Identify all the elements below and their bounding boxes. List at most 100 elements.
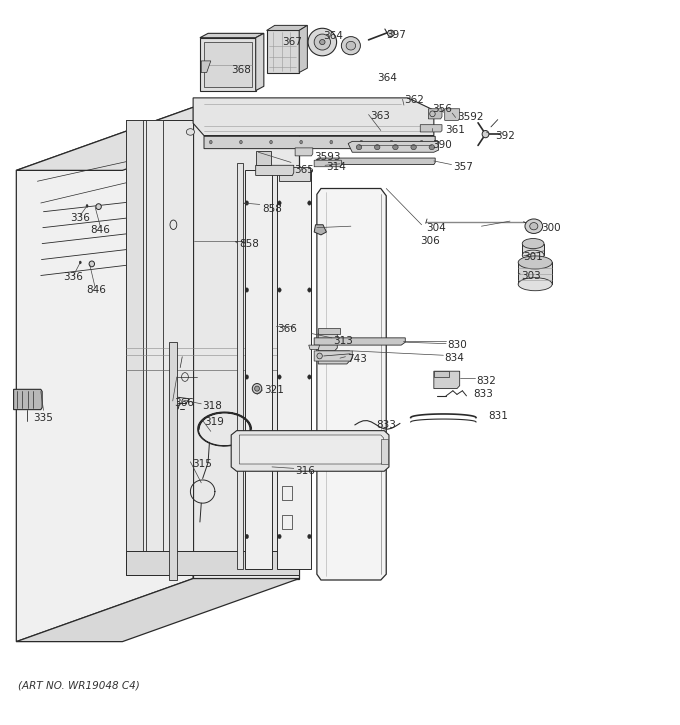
Ellipse shape <box>393 145 398 150</box>
Ellipse shape <box>300 141 303 144</box>
Polygon shape <box>522 244 544 255</box>
Ellipse shape <box>277 288 281 292</box>
Polygon shape <box>204 136 435 149</box>
Ellipse shape <box>518 278 552 291</box>
Text: 316: 316 <box>295 466 315 476</box>
Ellipse shape <box>277 534 281 539</box>
Text: 364: 364 <box>377 72 397 83</box>
Text: 397: 397 <box>386 30 406 40</box>
Ellipse shape <box>420 141 423 144</box>
Text: 833: 833 <box>473 389 493 399</box>
Ellipse shape <box>270 141 273 144</box>
Ellipse shape <box>245 462 249 466</box>
Text: 336: 336 <box>70 212 90 223</box>
Text: 3592: 3592 <box>457 112 483 123</box>
Ellipse shape <box>255 386 260 392</box>
Text: 304: 304 <box>426 223 445 233</box>
Polygon shape <box>126 551 299 575</box>
Ellipse shape <box>518 256 552 269</box>
Polygon shape <box>239 435 384 464</box>
Polygon shape <box>309 345 320 349</box>
Text: 335: 335 <box>33 413 54 423</box>
Text: 306: 306 <box>420 236 440 247</box>
Text: 336: 336 <box>63 272 84 282</box>
Text: 318: 318 <box>203 401 222 411</box>
Polygon shape <box>314 160 341 167</box>
Ellipse shape <box>317 353 322 359</box>
Ellipse shape <box>186 129 194 136</box>
Ellipse shape <box>375 145 380 150</box>
Polygon shape <box>200 38 256 91</box>
Text: 361: 361 <box>445 125 464 135</box>
Ellipse shape <box>522 239 544 249</box>
Text: 392: 392 <box>495 130 515 141</box>
Ellipse shape <box>86 204 88 207</box>
Text: 313: 313 <box>333 336 353 346</box>
Polygon shape <box>348 141 439 152</box>
Ellipse shape <box>530 223 538 230</box>
Polygon shape <box>314 338 405 345</box>
Ellipse shape <box>482 130 489 138</box>
Ellipse shape <box>245 375 249 379</box>
Ellipse shape <box>360 141 362 144</box>
Polygon shape <box>204 42 252 87</box>
Ellipse shape <box>89 261 95 267</box>
Ellipse shape <box>522 250 544 260</box>
Text: 357: 357 <box>453 162 473 172</box>
Ellipse shape <box>390 141 393 144</box>
Polygon shape <box>420 125 442 132</box>
Ellipse shape <box>411 145 416 150</box>
Polygon shape <box>381 439 388 464</box>
Polygon shape <box>126 120 143 575</box>
Ellipse shape <box>320 40 325 45</box>
Polygon shape <box>16 107 193 642</box>
Ellipse shape <box>245 288 249 292</box>
Text: (ART NO. WR19048 C4): (ART NO. WR19048 C4) <box>18 681 140 691</box>
Ellipse shape <box>330 141 333 144</box>
Ellipse shape <box>525 219 543 233</box>
Text: 364: 364 <box>323 31 343 41</box>
Polygon shape <box>193 98 434 136</box>
Polygon shape <box>434 371 460 389</box>
Polygon shape <box>200 33 264 38</box>
Text: 743: 743 <box>347 354 367 364</box>
Ellipse shape <box>346 41 356 50</box>
Ellipse shape <box>245 201 249 205</box>
Polygon shape <box>277 170 311 569</box>
Polygon shape <box>317 158 435 165</box>
Ellipse shape <box>308 28 337 56</box>
Text: 831: 831 <box>488 411 508 421</box>
Polygon shape <box>146 120 163 575</box>
Text: 321: 321 <box>264 385 284 395</box>
Polygon shape <box>231 431 389 471</box>
Ellipse shape <box>308 288 311 292</box>
Text: 390: 390 <box>432 140 452 150</box>
Ellipse shape <box>277 375 281 379</box>
Ellipse shape <box>341 37 360 55</box>
Polygon shape <box>201 61 211 72</box>
Text: 315: 315 <box>192 459 211 469</box>
Polygon shape <box>256 33 264 91</box>
Ellipse shape <box>388 30 394 37</box>
Polygon shape <box>295 148 313 156</box>
Polygon shape <box>256 165 294 175</box>
Text: 367: 367 <box>282 37 303 47</box>
Ellipse shape <box>235 128 241 133</box>
Polygon shape <box>237 163 243 569</box>
Text: 858: 858 <box>262 204 282 214</box>
Polygon shape <box>14 389 42 410</box>
Polygon shape <box>314 351 352 361</box>
Text: 319: 319 <box>204 417 224 427</box>
Polygon shape <box>318 351 350 364</box>
Polygon shape <box>245 170 272 569</box>
Text: 300: 300 <box>541 223 561 233</box>
Ellipse shape <box>308 462 311 466</box>
Ellipse shape <box>79 261 81 264</box>
Ellipse shape <box>245 534 249 539</box>
Ellipse shape <box>308 375 311 379</box>
Text: 301: 301 <box>524 252 543 262</box>
Text: 368: 368 <box>231 65 252 75</box>
Ellipse shape <box>277 201 281 205</box>
Ellipse shape <box>308 534 311 539</box>
Ellipse shape <box>239 141 242 144</box>
